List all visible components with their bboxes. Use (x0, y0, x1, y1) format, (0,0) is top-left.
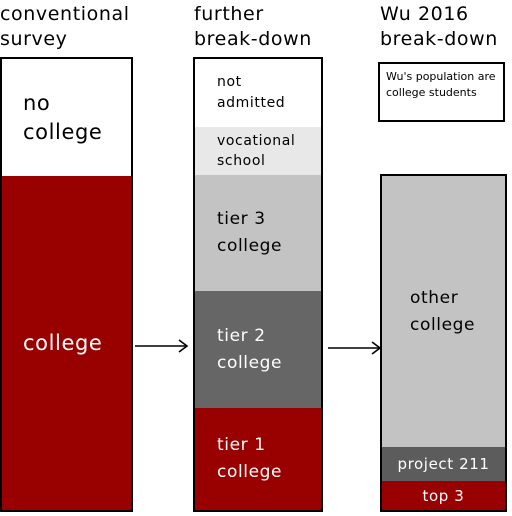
label-not-admitted: not admitted (217, 74, 286, 111)
label-top-3: top 3 (422, 486, 465, 505)
header-further-break-down: further break-down (194, 3, 312, 50)
segment-not-admitted: not admitted (195, 59, 321, 127)
label-tier-3-college: tier 3 college (217, 209, 283, 256)
header-wu-2016-break-down: Wu 2016 break-down (380, 3, 498, 50)
arrow-right-icon (328, 341, 382, 355)
segment-tier-2-college: tier 2 college (195, 291, 321, 408)
segment-tier-3-college: tier 3 college (195, 175, 321, 291)
label-project-211: project 211 (397, 455, 490, 473)
label-no-college: no college (23, 90, 103, 144)
label-tier-1-college: tier 1 college (217, 435, 283, 482)
label-tier-2-college: tier 2 college (217, 325, 283, 373)
column-conventional-survey: no college college (0, 57, 133, 512)
note-wu-population: Wu's population are college students (378, 62, 505, 122)
segment-tier-1-college: tier 1 college (195, 408, 321, 510)
segment-project-211: project 211 (382, 447, 505, 481)
segment-vocational-school: vocational school (195, 127, 321, 175)
segment-other-college: other college (382, 176, 505, 447)
arrow-right-icon (135, 339, 189, 353)
label-other-college: other college (410, 287, 476, 335)
column-wu-2016-break-down: other college project 211 top 3 (380, 174, 507, 512)
segment-college: college (2, 176, 131, 510)
label-vocational-school: vocational school (217, 133, 296, 169)
header-conventional-survey: conventional survey (0, 3, 130, 50)
label-college: college (23, 330, 103, 355)
column-further-break-down: not admitted vocational school tier 3 co… (193, 57, 323, 512)
segment-no-college: no college (2, 59, 131, 176)
segment-top-3: top 3 (382, 481, 505, 510)
